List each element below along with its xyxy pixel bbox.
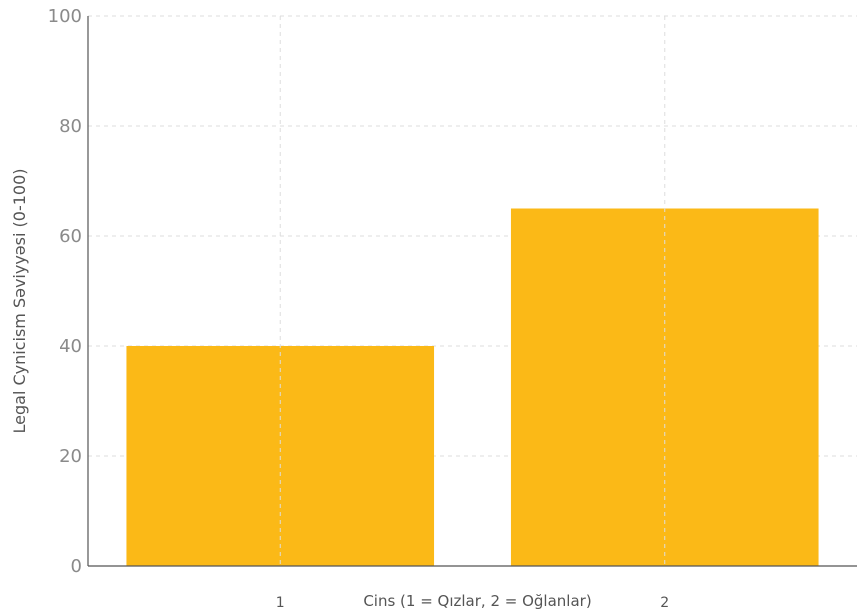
y-tick-label-0: 0 bbox=[71, 556, 82, 577]
vertical-grid bbox=[279, 16, 666, 566]
y-tick-label-60: 60 bbox=[59, 226, 82, 247]
x-tick-label-2: 2 bbox=[660, 595, 669, 609]
bars bbox=[126, 208, 819, 566]
y-tick-label-100: 100 bbox=[48, 6, 82, 27]
y-tick-label-40: 40 bbox=[59, 336, 82, 357]
y-tick-labels: 0 20 40 60 80 100 bbox=[48, 6, 82, 577]
y-tick-label-80: 80 bbox=[59, 116, 82, 137]
x-tick-label-1: 1 bbox=[276, 595, 285, 609]
y-axis-title: Legal Cynicism Səviyyəsi (0-100) bbox=[10, 169, 29, 434]
y-tick-label-20: 20 bbox=[59, 446, 82, 467]
x-axis-title: Cins (1 = Qızlar, 2 = Oğlanlar) bbox=[363, 592, 591, 609]
